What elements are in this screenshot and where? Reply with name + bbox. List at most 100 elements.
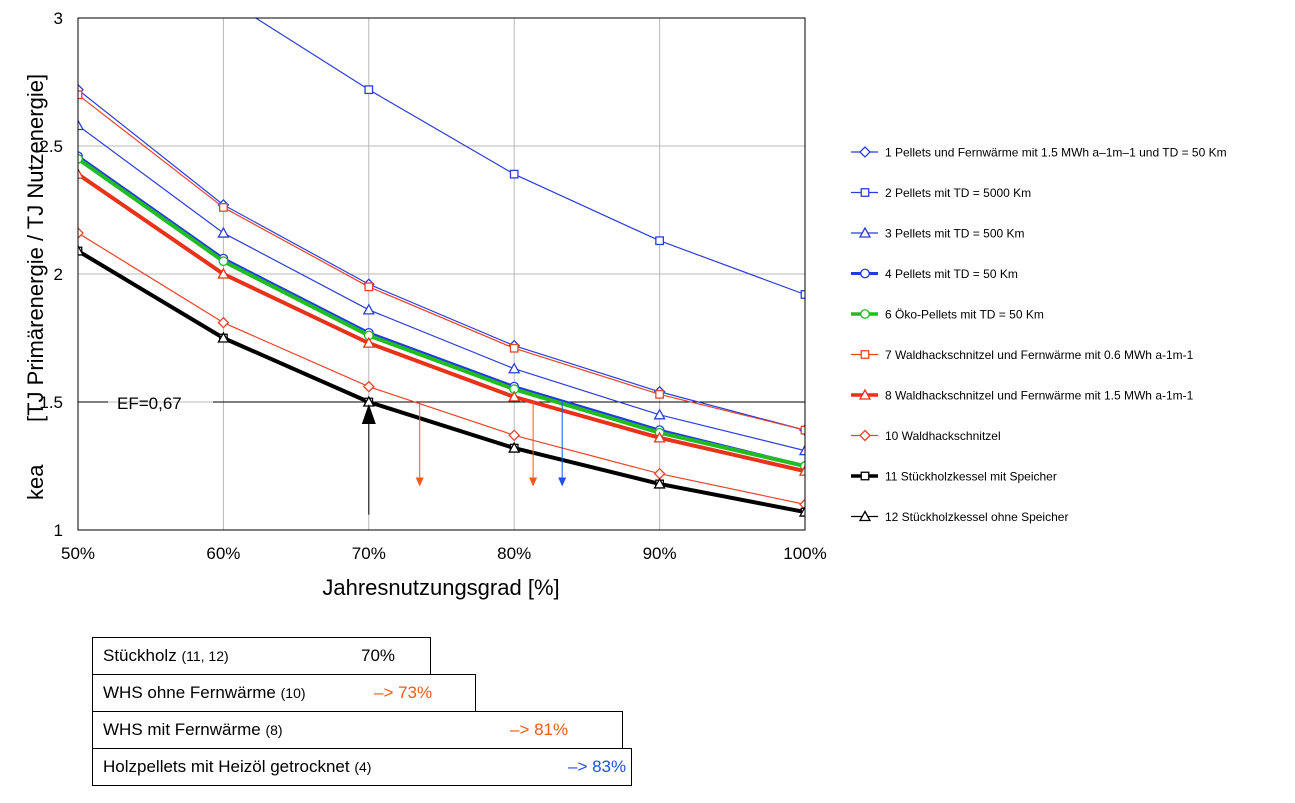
- data-point: [653, 431, 666, 443]
- summary-row-value: –> 81%: [510, 720, 569, 739]
- summary-row-ref: (8): [265, 722, 283, 738]
- arrow-down: [415, 402, 424, 487]
- data-point: [78, 90, 83, 100]
- data-point: [653, 467, 666, 480]
- summary-row-label: Stückholz: [103, 646, 182, 665]
- summary-row-name: Stückholz (11, 12): [103, 646, 229, 666]
- legend-label: 6 Öko-Pellets mit TD = 50 Km: [885, 308, 1044, 322]
- plot-frame: [77, 17, 806, 531]
- legend-label: 8 Waldhackschnitzel und Fernwärme mit 1.…: [885, 389, 1194, 403]
- arrow-layer: [361, 402, 567, 515]
- summary-row-label: Holzpellets mit Heizöl getrocknet: [103, 757, 355, 776]
- legend: 1 Pellets und Fernwärme mit 1.5 MWh a–1m…: [851, 146, 1227, 524]
- legend-label: 1 Pellets und Fernwärme mit 1.5 MWh a–1m…: [885, 146, 1227, 160]
- legend-item: 1 Pellets und Fernwärme mit 1.5 MWh a–1m…: [851, 146, 1227, 160]
- arrow-head: [415, 477, 424, 487]
- legend-label: 12 Stückholzkessel ohne Speicher: [885, 510, 1068, 524]
- summary-row-name: Holzpellets mit Heizöl getrocknet (4): [103, 757, 371, 777]
- data-point: [653, 408, 666, 420]
- y-tick-label: 3: [54, 9, 63, 28]
- data-point: [798, 464, 805, 476]
- legend-swatch-marker: [860, 188, 870, 197]
- chart: 1 1.5 2 2.5 3 50% 60% 70% 80% 90% 100% EF=0,67 Ja…: [23, 0, 1227, 600]
- data-point: [509, 343, 519, 353]
- data-point: [508, 441, 521, 453]
- summary-row: Stückholz (11, 12) 70%: [92, 637, 431, 674]
- summary-row-ref: (4): [354, 759, 372, 775]
- data-point: [78, 244, 85, 256]
- legend-label: 3 Pellets mit TD = 500 Km: [885, 227, 1025, 241]
- data-point: [508, 429, 521, 442]
- data-point: [362, 380, 375, 393]
- arrow-down: [529, 402, 538, 487]
- summary-row: Holzpellets mit Heizöl getrocknet (4) –> …: [92, 748, 632, 786]
- legend-label: 4 Pellets mit TD = 50 Km: [885, 267, 1018, 281]
- summary-row-value: –> 73%: [374, 683, 433, 702]
- series-line: [78, 172, 805, 474]
- data-point: [217, 331, 230, 343]
- legend-item: 2 Pellets mit TD = 5000 Km: [851, 186, 1031, 200]
- y-tick-label: 2: [54, 265, 63, 284]
- legend-label: 2 Pellets mit TD = 5000 Km: [885, 186, 1031, 200]
- data-point: [653, 477, 666, 489]
- legend-item: 3 Pellets mit TD = 500 Km: [851, 227, 1025, 241]
- legend-swatch-marker: [860, 268, 870, 279]
- legend-item: 6 Öko-Pellets mit TD = 50 Km: [851, 308, 1044, 322]
- series-layer: [78, 0, 805, 517]
- summary-row-value: 70%: [361, 646, 396, 665]
- series-line: [78, 125, 805, 452]
- legend-item: 10 Waldhackschnitzel: [851, 429, 1001, 443]
- data-point: [655, 236, 664, 246]
- y-axis-ticks: 1 1.5 2 2.5 3: [39, 9, 63, 540]
- data-point: [508, 362, 521, 374]
- series-line: [78, 89, 805, 431]
- y-tick-label: 2.5: [39, 137, 63, 156]
- series-10: [78, 244, 805, 517]
- data-point: [78, 153, 83, 164]
- series-line: [78, 249, 805, 515]
- series-line: [78, 250, 805, 513]
- data-point: [217, 226, 230, 238]
- data-point: [220, 0, 228, 1]
- legend-item: 8 Waldhackschnitzel und Fernwärme mit 1.…: [851, 389, 1194, 403]
- data-point: [362, 303, 375, 315]
- series-line: [78, 155, 805, 468]
- data-point: [509, 169, 519, 179]
- summary-row: WHS ohne Fernwärme (10) –> 73%: [92, 674, 476, 711]
- series-line: [78, 157, 805, 468]
- x-tick-label: 90%: [643, 544, 677, 563]
- legend-swatch-marker: [858, 388, 872, 400]
- data-point: [218, 203, 228, 212]
- legend-swatch-marker: [859, 429, 871, 442]
- x-axis-title: Jahresnutzungsgrad [%]: [322, 575, 559, 600]
- series-9: [78, 246, 805, 517]
- data-point: [364, 282, 374, 292]
- data-point: [218, 256, 229, 267]
- series-6: [78, 90, 805, 435]
- summary-row-value: –> 83%: [568, 757, 627, 776]
- y-tick-label: 1.5: [39, 393, 63, 412]
- legend-label: 11 Stückholzkessel mit Speicher: [885, 470, 1057, 484]
- y-tick-label: 1: [54, 521, 63, 540]
- series-line: [78, 232, 805, 505]
- data-point: [362, 336, 375, 348]
- series-2: [220, 0, 805, 299]
- series-line: [254, 18, 805, 296]
- legend-item: 12 Stückholzkessel ohne Speicher: [851, 510, 1068, 524]
- data-point: [800, 290, 805, 299]
- arrow-up: [361, 404, 376, 515]
- y-axis-title: [TJ Primärenergie / TJ Nutzenergie]: [23, 74, 48, 422]
- summary-row-ref: (10): [280, 685, 306, 701]
- reference-line: EF=0,67: [78, 394, 805, 413]
- series-7: [78, 167, 805, 476]
- x-axis-ticks: 50% 60% 70% 80% 90% 100%: [61, 544, 827, 563]
- summary-row-label: WHS mit Fernwärme: [103, 720, 266, 739]
- x-tick-label: 50%: [61, 544, 95, 563]
- data-point: [508, 390, 521, 402]
- reference-line-label: EF=0,67: [117, 394, 182, 413]
- data-point: [798, 505, 805, 517]
- legend-swatch-marker: [858, 226, 872, 238]
- arrow-head: [361, 404, 376, 424]
- data-point: [364, 85, 374, 95]
- series-5: [78, 153, 805, 471]
